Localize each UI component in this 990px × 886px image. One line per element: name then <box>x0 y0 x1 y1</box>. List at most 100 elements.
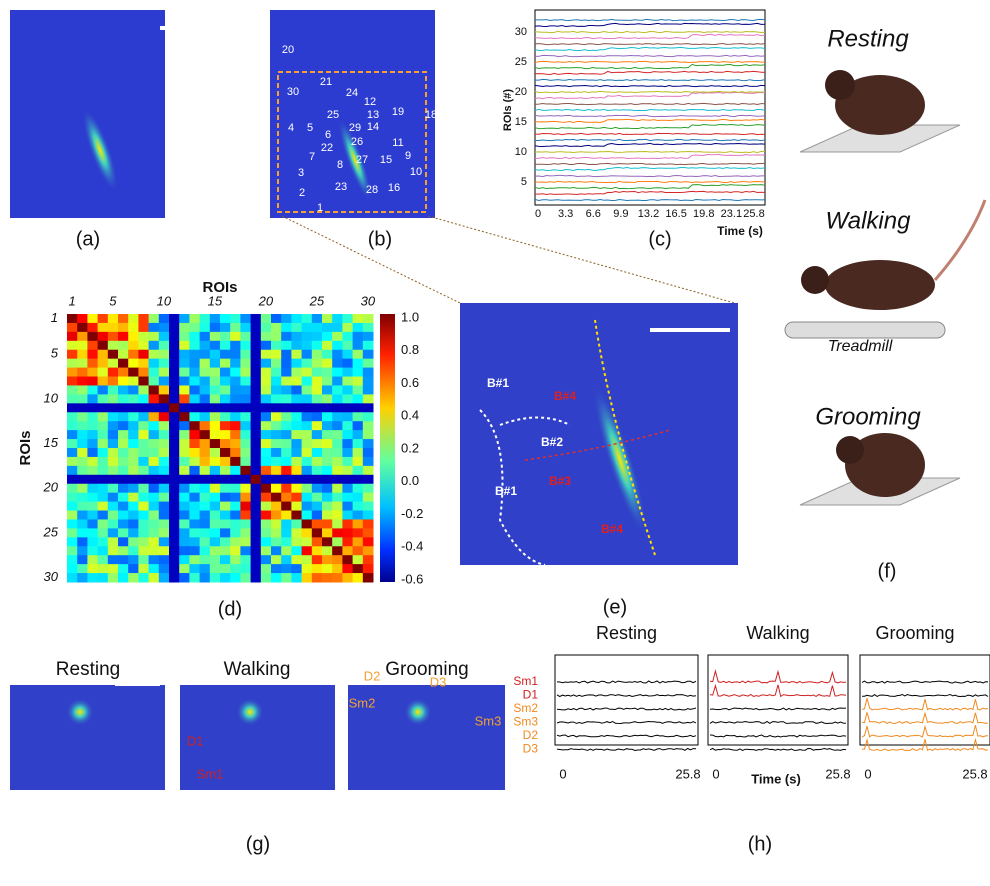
heatmap-cell <box>210 475 221 484</box>
heatmap-cell <box>322 439 333 448</box>
y-tick-label: 30 <box>44 569 59 584</box>
heatmap-cell <box>363 385 374 394</box>
heatmap-cell <box>108 430 119 439</box>
heatmap-cell <box>169 546 180 555</box>
heatmap-cell <box>118 511 129 520</box>
heatmap-cell <box>128 502 139 511</box>
heatmap-cell <box>118 377 129 386</box>
heatmap-cell <box>67 412 78 421</box>
heatmap-cell <box>210 439 221 448</box>
heatmap-cell <box>353 484 364 493</box>
heatmap-cell <box>220 448 231 457</box>
heatmap-cell <box>108 412 119 421</box>
y-tick-label: 25 <box>43 524 59 539</box>
heatmap-cell <box>189 323 200 332</box>
heatmap-cell <box>169 573 180 582</box>
heatmap-cell <box>108 385 119 394</box>
plot-frame <box>708 655 848 745</box>
heatmap-cell <box>281 394 292 403</box>
heatmap-cell <box>98 555 109 564</box>
heatmap-cell <box>200 394 211 403</box>
heatmap-cell <box>240 511 251 520</box>
x-tick-label: 25.8 <box>825 766 850 781</box>
heatmap-cell <box>353 359 364 368</box>
trace <box>710 722 846 724</box>
heatmap-cell <box>87 466 98 475</box>
heatmap-cell <box>220 314 231 323</box>
heatmap-cell <box>240 412 251 421</box>
heatmap-cell <box>149 350 160 359</box>
heatmap-cell <box>210 403 221 412</box>
trace <box>557 708 696 710</box>
heatmap-cell <box>291 493 302 502</box>
heatmap-cell <box>67 332 78 341</box>
heatmap-cell <box>98 466 109 475</box>
heatmap-cell <box>251 332 262 341</box>
heatmap-cell <box>261 377 272 386</box>
heatmap-cell <box>138 457 149 466</box>
heatmap-cell <box>261 368 272 377</box>
heatmap-cell <box>118 502 129 511</box>
annotation: Sm3 <box>475 713 502 728</box>
heatmap-cell <box>98 403 109 412</box>
heatmap-cell <box>210 385 221 394</box>
trace <box>535 191 765 194</box>
heatmap-cell <box>149 564 160 573</box>
heatmap-cell <box>98 394 109 403</box>
heatmap-cell <box>138 493 149 502</box>
heatmap-cell <box>200 564 211 573</box>
trace <box>535 133 765 134</box>
heatmap-cell <box>251 555 262 564</box>
roi-label: 14 <box>367 121 379 133</box>
heatmap-cell <box>128 350 139 359</box>
heatmap-cell <box>159 439 170 448</box>
heatmap-cell <box>169 457 180 466</box>
colorbar-tick-label: 0.0 <box>401 473 419 488</box>
mouse-illustrations <box>785 70 985 505</box>
heatmap-cell <box>230 421 241 430</box>
trace <box>535 167 765 170</box>
heatmap-cell <box>200 430 211 439</box>
heatmap-cell <box>312 493 323 502</box>
roi-label: 27 <box>356 154 368 166</box>
heatmap-cell <box>149 403 160 412</box>
heatmap-cell <box>240 385 251 394</box>
heatmap-cell <box>118 341 129 350</box>
heatmap-cell <box>291 430 302 439</box>
heatmap-cell <box>128 493 139 502</box>
heatmap-cell <box>108 359 119 368</box>
heatmap-cell <box>271 430 282 439</box>
heatmap-cell <box>363 484 374 493</box>
heatmap-cell <box>291 314 302 323</box>
heatmap-cell <box>332 368 343 377</box>
heatmap-cell <box>138 421 149 430</box>
heatmap-cell <box>149 368 160 377</box>
heatmap-cell <box>251 403 262 412</box>
trace <box>535 181 765 182</box>
roi-label: 4 <box>288 122 294 134</box>
heatmap-cell <box>342 430 353 439</box>
heatmap-cell <box>251 385 262 394</box>
roi-label: 30 <box>287 86 299 98</box>
heatmap-cell <box>108 350 119 359</box>
trace <box>535 85 765 86</box>
heatmap-cell <box>210 332 221 341</box>
heatmap-cell <box>312 528 323 537</box>
heatmap-cell <box>220 377 231 386</box>
heatmap-cell <box>322 457 333 466</box>
heatmap-cell <box>189 359 200 368</box>
trace <box>535 79 765 80</box>
heatmap-cell <box>261 546 272 555</box>
heatmap-cell <box>77 493 88 502</box>
heatmap-cell <box>210 564 221 573</box>
y-tick-label: 30 <box>515 26 527 38</box>
heatmap-cell <box>342 412 353 421</box>
heatmap-cell <box>342 555 353 564</box>
panel-label: (c) <box>648 228 671 250</box>
heatmap-cell <box>108 511 119 520</box>
heatmap-cell <box>77 439 88 448</box>
heatmap-cell <box>98 350 109 359</box>
panel-label: (g) <box>246 833 270 855</box>
heatmap-cell <box>179 457 190 466</box>
heatmap-cell <box>363 537 374 546</box>
